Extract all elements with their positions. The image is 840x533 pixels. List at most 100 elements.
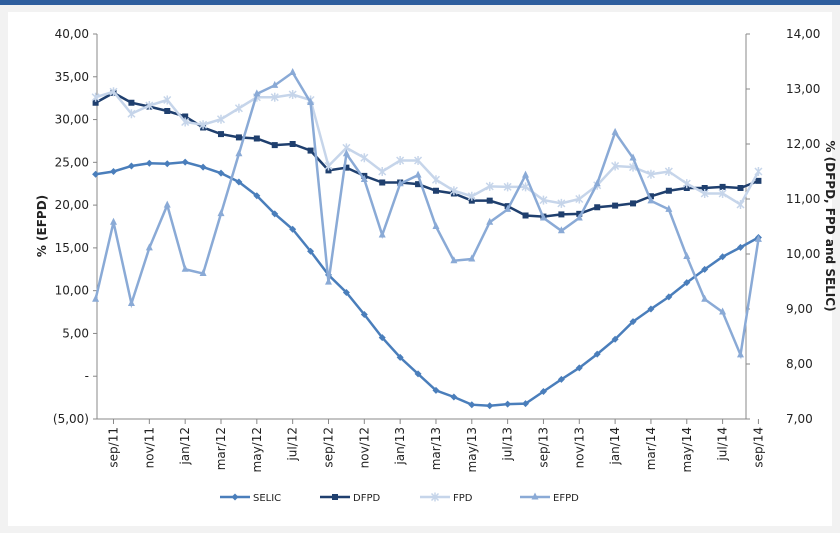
marker [110, 168, 118, 175]
marker [181, 264, 189, 272]
marker [379, 179, 386, 186]
top-bar [0, 0, 840, 5]
marker [182, 113, 189, 120]
y-axis-label: % (EFPD) [35, 195, 49, 257]
marker [181, 158, 189, 166]
marker [360, 311, 368, 318]
marker [378, 230, 386, 238]
marker [342, 149, 350, 157]
marker [199, 163, 207, 171]
marker [235, 149, 243, 157]
marker [468, 401, 476, 409]
marker [719, 253, 727, 261]
marker [701, 294, 709, 302]
marker [235, 134, 242, 141]
marker [754, 234, 762, 242]
x-tick-label: may/13 [465, 427, 479, 472]
marker [486, 402, 494, 410]
marker [665, 204, 673, 212]
y2-axis-label: % (DFPD, FPD and SELIC) [823, 140, 837, 311]
marker [414, 170, 422, 178]
marker [378, 167, 387, 176]
marker [332, 494, 338, 500]
x-tick-label: mar/12 [214, 427, 228, 470]
marker [271, 80, 279, 88]
marker [755, 177, 762, 184]
y2-tick-label: 12,00 [786, 137, 820, 151]
marker [432, 187, 439, 194]
marker [360, 174, 368, 182]
y2-tick-label: 11,00 [786, 192, 820, 206]
marker [665, 293, 673, 301]
marker [450, 393, 458, 401]
x-tick-label: jan/12 [178, 427, 192, 466]
marker [539, 195, 548, 205]
x-tick-label: jan/14 [608, 427, 622, 466]
y-tick-label: 10,00 [55, 284, 89, 298]
y2-tick-label: 8,00 [786, 357, 813, 371]
x-tick-label: mar/13 [429, 427, 443, 470]
marker [253, 89, 261, 97]
y-tick-label: (5,00) [53, 412, 89, 426]
marker [521, 182, 530, 192]
x-tick-label: jul/14 [716, 427, 730, 462]
marker [557, 198, 566, 208]
marker [270, 92, 279, 102]
marker [343, 164, 350, 171]
x-tick-label: jul/12 [286, 427, 300, 462]
marker [127, 109, 136, 119]
marker [324, 277, 332, 285]
y-tick-label: 20,00 [55, 198, 89, 212]
marker [629, 318, 637, 326]
marker [629, 153, 637, 161]
marker [378, 334, 386, 342]
marker [611, 161, 620, 171]
marker [700, 189, 709, 198]
marker [396, 353, 404, 361]
marker [612, 202, 619, 209]
marker [145, 243, 153, 251]
marker [431, 175, 441, 185]
marker [701, 265, 709, 273]
marker [522, 170, 530, 178]
x-tick-label: nov/12 [357, 427, 371, 468]
marker [127, 299, 135, 306]
marker [664, 167, 673, 176]
marker [324, 161, 333, 171]
marker [504, 400, 512, 408]
marker [109, 87, 118, 97]
marker [701, 185, 708, 191]
marker [504, 204, 512, 212]
panel [8, 12, 832, 526]
x-tick-label: may/12 [250, 427, 264, 472]
marker [288, 90, 297, 99]
y2-tick-label: 7,00 [786, 412, 813, 426]
marker [218, 131, 224, 138]
marker [736, 200, 745, 209]
y-tick-label: 15,00 [55, 241, 89, 255]
marker [396, 179, 404, 187]
legend-label: FPD [453, 493, 473, 504]
marker [396, 156, 405, 165]
marker [432, 222, 440, 229]
marker [647, 193, 654, 200]
series-line [95, 160, 760, 408]
marker [235, 178, 243, 186]
legend-label: EFPD [553, 493, 579, 504]
x-tick-label: sep/14 [751, 427, 765, 468]
marker [683, 279, 691, 287]
marker [575, 364, 583, 372]
marker [647, 305, 655, 313]
marker [92, 294, 100, 302]
y-tick-label: 5,00 [62, 326, 89, 340]
marker [737, 185, 744, 191]
marker [360, 153, 369, 163]
marker [737, 243, 745, 251]
legend-label: DFPD [353, 493, 380, 504]
y2-tick-label: 13,00 [786, 82, 820, 96]
marker [522, 400, 530, 408]
marker [467, 191, 476, 201]
marker [253, 192, 261, 200]
marker [231, 493, 239, 501]
